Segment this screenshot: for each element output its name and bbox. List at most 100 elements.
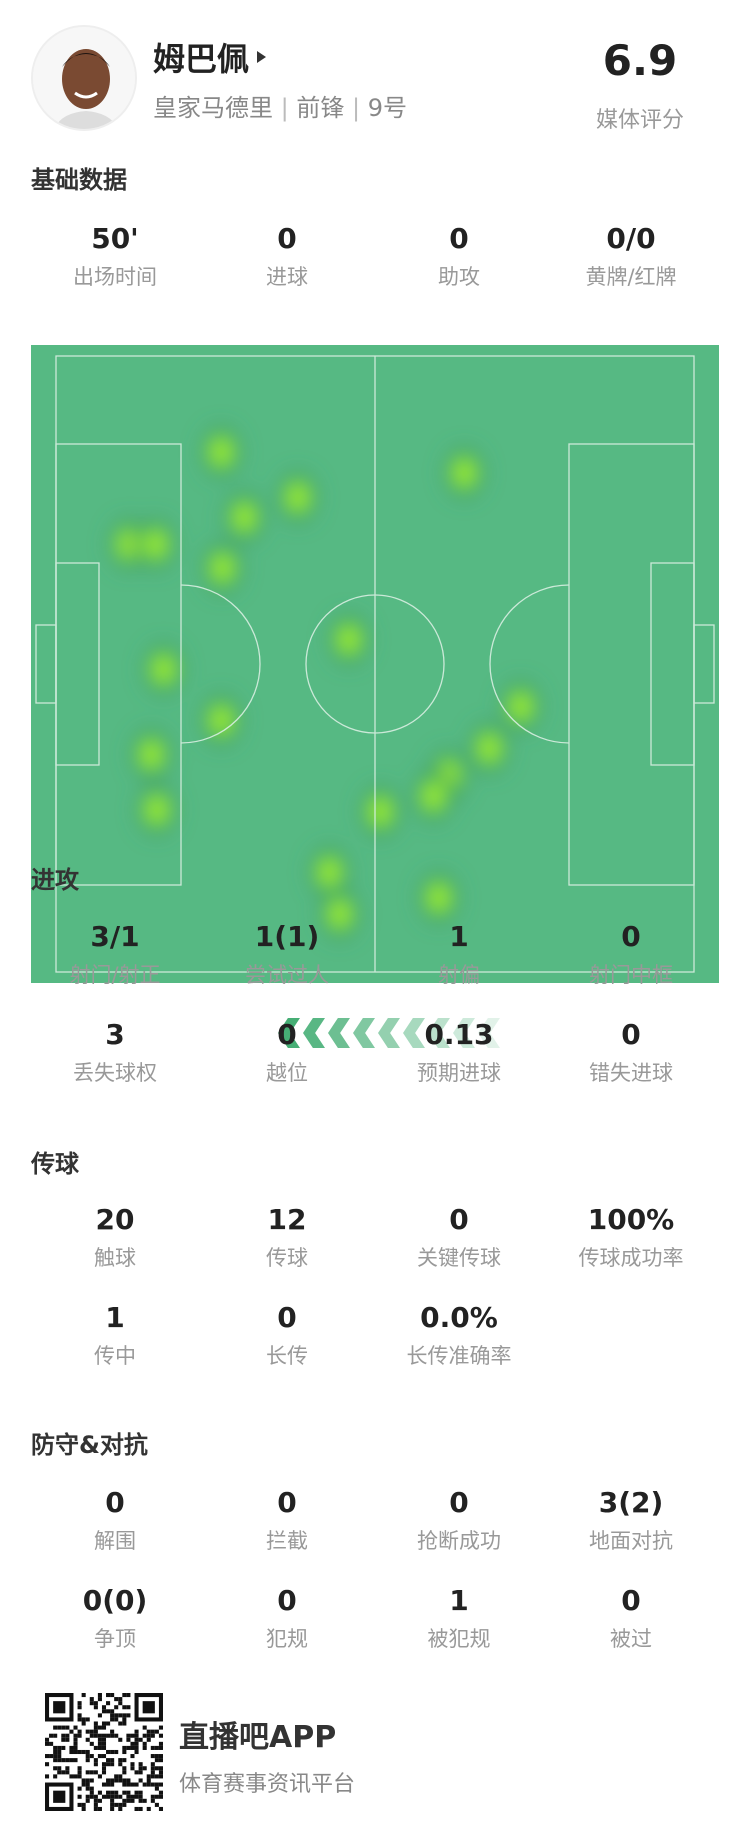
stat-item: 0 助攻 — [373, 222, 545, 291]
stat-value: 12 — [267, 1203, 307, 1236]
stat-label: 进球 — [266, 265, 308, 289]
rating-label: 媒体评分 — [595, 108, 684, 133]
stat-label: 地面对抗 — [589, 1529, 673, 1553]
stat-item: 100% 传球成功率 — [545, 1203, 717, 1272]
stat-label: 触球 — [94, 1246, 136, 1270]
team-name: 皇家马德里 — [153, 94, 273, 122]
stat-item: 0 解围 — [29, 1486, 201, 1555]
shirt-number: 9号 — [367, 94, 408, 122]
stat-value: 3(2) — [598, 1486, 664, 1519]
stat-label: 传球成功率 — [578, 1246, 684, 1270]
heat-spot — [456, 462, 473, 483]
stat-item: 3/1 射门/射正 — [29, 920, 201, 989]
heat-spot — [289, 487, 306, 508]
heat-spot — [321, 862, 338, 883]
heatmap-pitch — [31, 345, 719, 983]
stat-item: 0 抢断成功 — [373, 1486, 545, 1555]
stat-label: 被犯规 — [427, 1627, 491, 1651]
section-title-defense: 防守&对抗 — [31, 1431, 148, 1459]
stat-item: 0 拦截 — [201, 1486, 373, 1555]
heat-spot — [155, 659, 172, 680]
stat-value: 20 — [95, 1203, 135, 1236]
stat-label: 拦截 — [266, 1529, 308, 1553]
section-title-passing: 传球 — [31, 1150, 79, 1178]
stat-item: 3(2) 地面对抗 — [545, 1486, 717, 1555]
heat-spot — [340, 629, 357, 650]
chevron-left-icon — [428, 1018, 450, 1048]
chevron-left-icon — [303, 1018, 325, 1048]
stat-value: 0 — [621, 1584, 641, 1617]
stat-value: 1 — [449, 920, 469, 953]
stat-label: 长传准确率 — [406, 1344, 512, 1368]
stat-item: 1(1) 尝试过人 — [201, 920, 373, 989]
heat-spot — [214, 557, 231, 578]
qr-code — [45, 1693, 163, 1811]
stat-value: 1 — [105, 1301, 125, 1334]
stat-label: 关键传球 — [417, 1246, 501, 1270]
stat-item: 3 丢失球权 — [29, 1018, 201, 1087]
stat-label: 解围 — [94, 1529, 136, 1553]
heat-spot — [481, 738, 498, 759]
stat-item: 1 射偏 — [373, 920, 545, 989]
stat-item: 0(0) 争顶 — [29, 1584, 201, 1653]
stat-value: 0 — [449, 1486, 469, 1519]
stat-value: 3 — [105, 1018, 125, 1051]
chevron-left-icon — [478, 1018, 500, 1048]
heat-spot — [147, 534, 164, 555]
stat-item: 0.13 预期进球 — [373, 1018, 545, 1087]
heat-spot — [213, 710, 230, 731]
stat-value: 0 — [277, 1584, 297, 1617]
stat-value: 50' — [91, 222, 139, 255]
heat-spot — [512, 696, 529, 717]
chevron-left-icon — [403, 1018, 425, 1048]
player-avatar — [31, 25, 137, 131]
stat-label: 丢失球权 — [73, 1061, 157, 1085]
stat-item: 0 被过 — [545, 1584, 717, 1653]
stat-item: 0 进球 — [201, 222, 373, 291]
stat-label: 助攻 — [438, 265, 480, 289]
stat-item: 50' 出场时间 — [29, 222, 201, 291]
chevron-left-icon — [328, 1018, 350, 1048]
section-title-basic: 基础数据 — [31, 166, 127, 194]
stat-item: 20 触球 — [29, 1203, 201, 1272]
stat-value: 0 — [449, 1203, 469, 1236]
stat-item: 0 射门中框 — [545, 920, 717, 989]
stat-value: 0 — [449, 222, 469, 255]
stat-label: 射偏 — [438, 963, 480, 987]
stat-item: 0 长传 — [201, 1301, 373, 1370]
player-name: 姆巴佩 — [153, 40, 250, 78]
stat-label: 预期进球 — [417, 1061, 501, 1085]
stat-label: 尝试过人 — [245, 963, 329, 987]
player-info: 皇家马德里 | 前锋 | 9号 — [153, 94, 408, 122]
stat-label: 长传 — [266, 1344, 308, 1368]
attack-direction-arrows — [278, 1018, 500, 1048]
section-title-attack: 进攻 — [31, 866, 79, 894]
stat-label: 越位 — [266, 1061, 308, 1085]
stat-label: 错失进球 — [589, 1061, 673, 1085]
stat-value: 0.13 — [424, 1018, 494, 1051]
heat-spot — [143, 744, 160, 765]
stat-value: 0(0) — [82, 1584, 148, 1617]
player-name-link[interactable]: 姆巴佩 — [153, 34, 267, 80]
stat-value: 0 — [277, 222, 297, 255]
stat-value: 1 — [449, 1584, 469, 1617]
heat-spot — [331, 904, 348, 925]
stat-item: 0 错失进球 — [545, 1018, 717, 1087]
stat-value: 0.0% — [420, 1301, 498, 1334]
app-name: 直播吧APP — [179, 1720, 337, 1755]
stat-label: 出场时间 — [73, 265, 157, 289]
stat-value: 0 — [105, 1486, 125, 1519]
stat-label: 犯规 — [266, 1627, 308, 1651]
stat-label: 射门/射正 — [69, 963, 161, 987]
stat-label: 传球 — [266, 1246, 308, 1270]
stat-value: 3/1 — [90, 920, 140, 953]
stat-label: 射门中框 — [589, 963, 673, 987]
heat-spot — [430, 887, 447, 908]
stat-label: 被过 — [610, 1627, 652, 1651]
stat-value: 0/0 — [606, 222, 656, 255]
stat-item: 0.0% 长传准确率 — [373, 1301, 545, 1370]
rating-value: 6.9 — [602, 36, 678, 85]
chevron-left-icon — [378, 1018, 400, 1048]
heat-spot — [425, 786, 442, 807]
stat-value: 0 — [621, 920, 641, 953]
